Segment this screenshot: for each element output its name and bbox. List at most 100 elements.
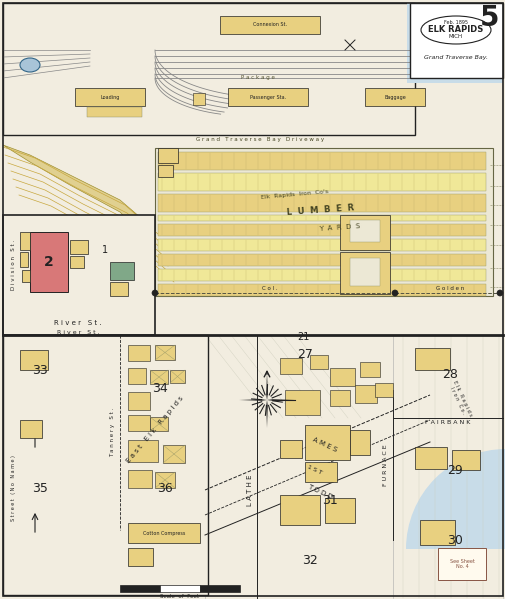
Text: F A I R B A N K: F A I R B A N K (425, 419, 470, 425)
Text: G r a n d   T r a v e r s e   B a y   D r i v e w a y: G r a n d T r a v e r s e B a y D r i v … (195, 138, 323, 143)
Text: 35: 35 (32, 482, 48, 495)
Bar (70, 256, 84, 268)
Bar (155, 472, 175, 488)
Bar (329, 368, 355, 386)
Text: 36: 36 (157, 482, 173, 495)
Text: L A T H E: L A T H E (246, 474, 252, 506)
Text: Y  A  R  D  S: Y A R D S (319, 223, 360, 232)
Bar (284, 390, 319, 415)
Text: 33: 33 (32, 364, 48, 377)
Bar (87, 107, 142, 117)
Bar (149, 417, 168, 431)
Bar (128, 392, 149, 410)
Text: ELK RAPIDS: ELK RAPIDS (428, 25, 483, 34)
Bar (110, 282, 128, 296)
Bar (128, 548, 153, 566)
Bar (128, 345, 149, 361)
Bar (279, 495, 319, 525)
Circle shape (391, 290, 397, 296)
Bar (128, 440, 158, 462)
Text: D i v i s i o n   S t .: D i v i s i o n S t . (12, 240, 17, 290)
Text: 29: 29 (446, 464, 462, 476)
Bar (158, 148, 178, 163)
Text: G o l d e n: G o l d e n (435, 286, 463, 292)
Bar (20, 420, 42, 438)
Bar (329, 390, 349, 406)
Bar (110, 262, 134, 280)
Text: Cotton Compress: Cotton Compress (142, 531, 185, 536)
Bar (374, 383, 392, 397)
Text: See Sheet
No. 4: See Sheet No. 4 (448, 559, 474, 570)
Text: Baggage: Baggage (383, 95, 405, 99)
Text: 1: 1 (102, 245, 108, 255)
Bar (128, 523, 199, 543)
Bar (158, 284, 485, 296)
Polygon shape (266, 372, 267, 400)
Text: Elk  Rapids  Iron  Co's: Elk Rapids Iron Co's (261, 189, 328, 201)
Text: MICH: MICH (448, 35, 462, 40)
Text: R i v e r   S t .: R i v e r S t . (57, 329, 99, 334)
Bar (20, 252, 28, 267)
Bar (120, 585, 160, 592)
Circle shape (496, 290, 502, 296)
Text: F U R N A C E: F U R N A C E (383, 444, 388, 486)
Bar (158, 269, 485, 281)
Text: E a s t   E l k   R a p i d s: E a s t E l k R a p i d s (125, 395, 184, 464)
Bar (406, 3, 502, 83)
Bar (158, 224, 485, 236)
Bar (170, 370, 185, 383)
Bar (128, 368, 146, 384)
Text: Connexion St.: Connexion St. (252, 23, 286, 28)
Text: S t r e e t   ( N o   N a m e ): S t r e e t ( N o N a m e ) (12, 455, 17, 521)
Bar (128, 470, 152, 488)
Bar (158, 173, 485, 191)
Bar (409, 3, 502, 78)
Text: Feb. 1895: Feb. 1895 (443, 20, 467, 25)
Text: 1 S T: 1 S T (306, 464, 323, 476)
Bar (414, 348, 449, 370)
Bar (349, 258, 379, 286)
Bar (30, 232, 68, 292)
Bar (128, 415, 149, 431)
Bar (158, 254, 485, 266)
Bar (355, 385, 376, 403)
Bar (158, 215, 485, 221)
Text: Passenger Sta.: Passenger Sta. (249, 95, 285, 99)
Bar (279, 358, 301, 374)
Bar (364, 88, 424, 106)
Text: L  U  M  B  E  R: L U M B E R (285, 203, 354, 217)
Text: C o l .: C o l . (262, 286, 277, 292)
Bar (451, 450, 479, 470)
Text: 2: 2 (44, 255, 54, 269)
Text: 5: 5 (479, 4, 499, 32)
Bar (155, 148, 492, 296)
Text: 31: 31 (322, 494, 337, 507)
Bar (75, 88, 145, 106)
Bar (279, 440, 301, 458)
Bar (199, 585, 239, 592)
Bar (22, 270, 30, 282)
Bar (3, 335, 208, 595)
Bar (158, 165, 173, 177)
Bar (228, 88, 308, 106)
Text: E l k   R a p i d s
I r o n   C o .: E l k R a p i d s I r o n C o . (446, 380, 472, 420)
Bar (158, 239, 485, 251)
Bar (437, 548, 485, 580)
Polygon shape (238, 399, 267, 401)
Bar (192, 93, 205, 105)
Bar (349, 430, 369, 455)
Circle shape (152, 290, 158, 296)
Bar (359, 362, 379, 377)
Text: A M E S: A M E S (311, 437, 337, 453)
Bar (163, 445, 185, 463)
Text: 34: 34 (152, 382, 168, 395)
Bar (70, 240, 88, 254)
Bar (20, 350, 48, 370)
Text: 21: 21 (296, 332, 309, 342)
Text: P a c k a g e: P a c k a g e (240, 75, 274, 80)
Text: 32: 32 (301, 553, 317, 567)
Bar (155, 345, 175, 360)
Text: 28: 28 (441, 368, 457, 382)
Ellipse shape (20, 58, 40, 72)
Polygon shape (266, 400, 267, 428)
